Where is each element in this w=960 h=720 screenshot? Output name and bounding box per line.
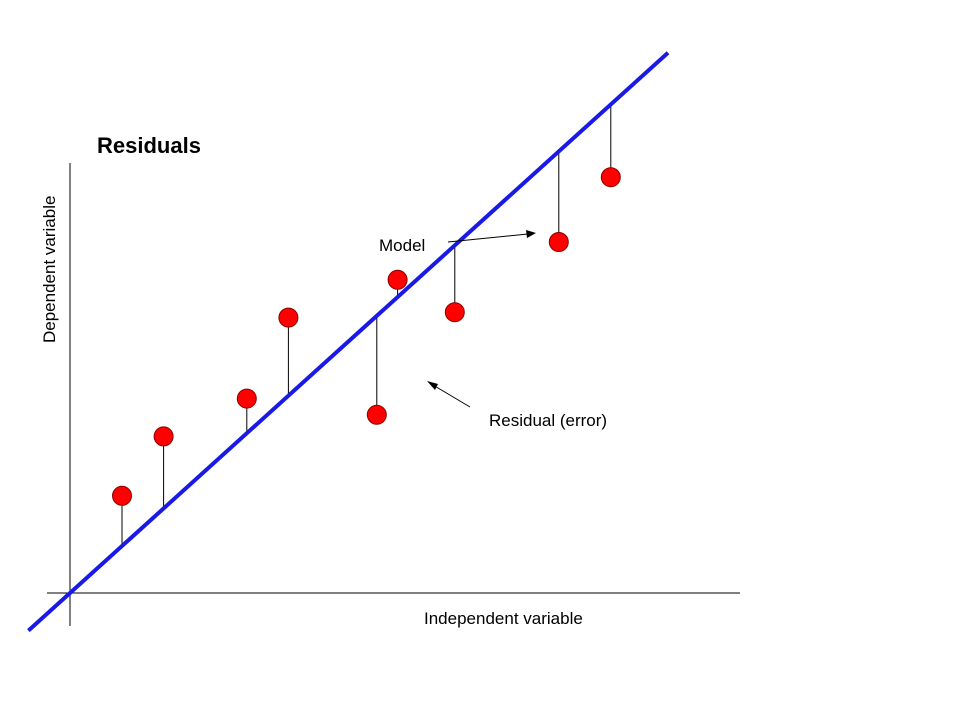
data-point-4 xyxy=(278,307,299,328)
residual-annotation-arrowhead xyxy=(427,381,438,390)
data-points xyxy=(112,167,621,506)
data-point-3 xyxy=(236,388,257,409)
model-annotation-label: Model xyxy=(379,236,425,255)
x-axis-label: Independent variable xyxy=(424,609,583,628)
y-axis-label: Dependent variable xyxy=(40,196,59,343)
model-annotation-arrow-line xyxy=(447,233,529,243)
residual-annotation-arrow-line xyxy=(432,384,471,408)
data-point-6 xyxy=(387,269,408,290)
data-point-2 xyxy=(153,426,174,447)
data-point-9 xyxy=(600,167,621,188)
data-point-8 xyxy=(548,232,569,252)
model-line xyxy=(27,51,670,633)
model-annotation-arrowhead xyxy=(526,230,536,238)
diagram-title: Residuals xyxy=(97,133,201,158)
residual-annotation-label: Residual (error) xyxy=(489,411,607,430)
data-point-5 xyxy=(366,404,387,425)
data-point-1 xyxy=(112,485,132,506)
residual-lines xyxy=(121,104,612,547)
data-point-7 xyxy=(444,302,465,323)
